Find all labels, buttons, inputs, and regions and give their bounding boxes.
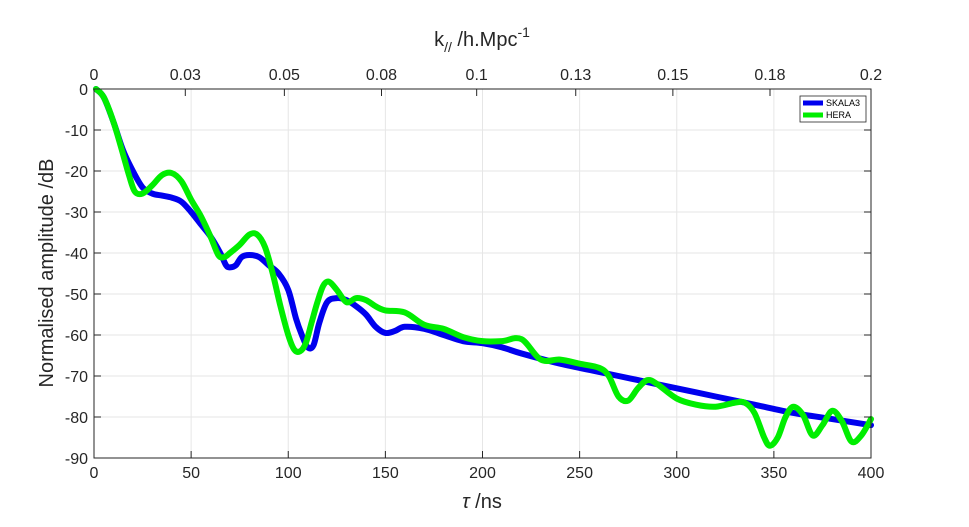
top-tick-label: 0.03 — [170, 67, 201, 84]
legend-box — [799, 95, 867, 123]
y-tick-label: -20 — [65, 164, 88, 181]
top-tick-label: 0.05 — [269, 67, 300, 84]
y-tick-label: -90 — [65, 451, 88, 468]
legend-label-skala3: SKALA3 — [826, 98, 860, 108]
x-tick-label: 150 — [372, 465, 399, 482]
y-tick-label: -70 — [65, 369, 88, 386]
y-axis-title: Normalised amplitude /dB — [36, 159, 58, 388]
legend: SKALA3 HERA — [799, 95, 867, 123]
top-tick-label: 0.1 — [466, 67, 488, 84]
y-tick-labels: 0 -10 -20 -30 -40 -50 -60 -70 -80 -90 — [65, 82, 88, 468]
x-tick-label: 50 — [182, 465, 200, 482]
y-tick-label: 0 — [79, 82, 88, 99]
top-axis-k: k — [434, 29, 445, 51]
legend-label-hera: HERA — [826, 110, 851, 120]
y-tick-label: -10 — [65, 123, 88, 140]
x-tick-label: 200 — [469, 465, 496, 482]
top-tick-label: 0.15 — [657, 67, 688, 84]
top-tick-label: 0.18 — [754, 67, 785, 84]
y-tick-label: -80 — [65, 410, 88, 427]
x-tick-label: 350 — [761, 465, 788, 482]
top-axis-sub: // — [444, 39, 452, 55]
top-tick-label: 0.08 — [366, 67, 397, 84]
y-tick-label: -60 — [65, 328, 88, 345]
series-layer — [92, 86, 874, 449]
top-axis-title: k// /h.Mpc-1 — [434, 24, 530, 55]
y-tick-label: -30 — [65, 205, 88, 222]
x-tick-label: 250 — [566, 465, 593, 482]
series-line-hera — [92, 86, 874, 449]
x-axis-symbol: τ — [462, 491, 471, 513]
top-tick-labels: 0 0.03 0.05 0.08 0.1 0.13 0.15 0.18 0.2 — [90, 67, 883, 84]
y-tick-label: -40 — [65, 246, 88, 263]
tick-marks — [93, 88, 872, 459]
top-axis-unit: /h.Mpc — [452, 29, 518, 51]
top-tick-label: 0.13 — [560, 67, 591, 84]
x-tick-labels: 0 50 100 150 200 250 300 350 400 — [90, 465, 885, 482]
top-axis-sup: -1 — [517, 24, 530, 40]
x-axis-title: τ /ns — [462, 491, 502, 513]
top-tick-label: 0 — [90, 67, 99, 84]
x-axis-unit: /ns — [470, 491, 502, 513]
top-tick-label: 0.2 — [860, 67, 882, 84]
x-tick-label: 300 — [663, 465, 690, 482]
y-tick-label: -50 — [65, 287, 88, 304]
x-tick-label: 100 — [275, 465, 302, 482]
x-tick-label: 400 — [858, 465, 885, 482]
x-tick-label: 0 — [90, 465, 99, 482]
